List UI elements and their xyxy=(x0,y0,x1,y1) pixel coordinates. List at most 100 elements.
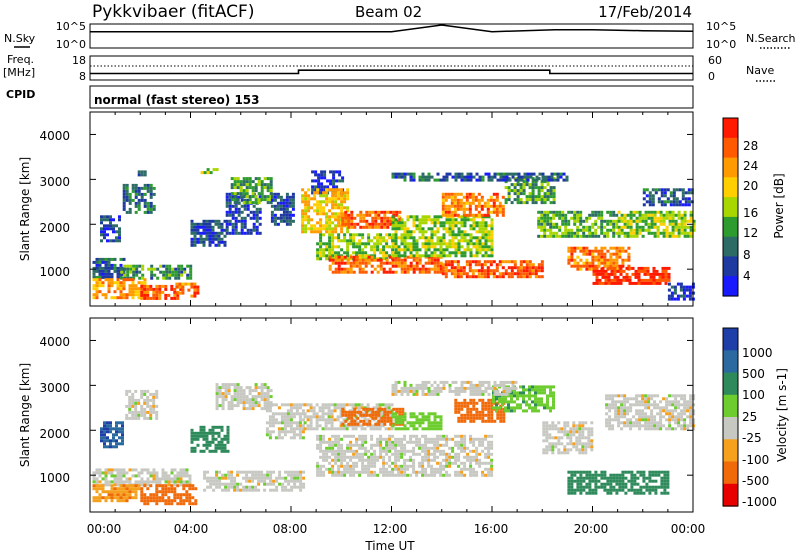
velocity-region-3 xyxy=(100,421,124,449)
power-region-9 xyxy=(225,192,262,235)
cpid-text: normal (fast stereo) 153 xyxy=(94,93,260,107)
power-cbar-swatch-4 xyxy=(723,197,738,218)
velocity-region-11 xyxy=(316,434,494,477)
power-cbar-label: Power [dB] xyxy=(772,173,786,238)
velocity-region-6 xyxy=(215,383,273,411)
nsearch-tick-top: 10^5 xyxy=(706,20,736,33)
velocity-colorbar-frame xyxy=(722,327,739,507)
velocity-cbar-tick-neg1000: -1000 xyxy=(742,495,777,509)
velocity-cbar-tick-25: 25 xyxy=(742,410,757,424)
power-panel: 4000 3000 2000 1000 Slant Range [km] xyxy=(18,111,696,307)
nsky-label: N.Sky xyxy=(4,32,36,45)
power-ytick-4000: 4000 xyxy=(39,129,70,143)
velocity-heatmap xyxy=(92,380,696,506)
velocity-cbar-tick-neg500: -500 xyxy=(742,474,769,488)
velocity-panel: 4000 3000 2000 1000 Slant Range [km] xyxy=(18,317,696,513)
power-cbar-tick-12: 12 xyxy=(743,226,758,240)
power-region-21 xyxy=(504,177,556,205)
power-cbar-swatch-8 xyxy=(723,276,738,297)
xtick-0400: 04:00 xyxy=(174,522,209,536)
power-cbar-swatch-6 xyxy=(723,236,738,258)
velocity-cbar-tick-1000: 1000 xyxy=(742,346,773,360)
velocity-region-16 xyxy=(567,470,670,495)
power-cbar-swatch-0 xyxy=(723,118,738,139)
nsky-tick-top: 10^5 xyxy=(56,20,86,33)
power-colorbar-scale xyxy=(723,118,738,297)
velocity-region-8 xyxy=(203,470,306,492)
velocity-ylabel: Slant Range [km] xyxy=(18,363,32,467)
freq-tick-top: 18 xyxy=(72,54,86,67)
velocity-region-2 xyxy=(140,484,198,506)
x-axis: 00:00 04:00 08:00 12:00 16:00 20:00 00:0… xyxy=(87,522,706,553)
velocity-region-14 xyxy=(492,385,555,413)
xtick-0000: 00:00 xyxy=(87,522,122,536)
velocity-region-5 xyxy=(190,425,230,453)
power-cbar-tick-24: 24 xyxy=(743,159,758,173)
freq-tick-bottom: 8 xyxy=(79,70,86,83)
velocity-region-12 xyxy=(391,412,443,431)
velocity-ytick-3000: 3000 xyxy=(39,381,70,395)
power-region-17 xyxy=(328,255,443,274)
power-region-7 xyxy=(137,170,147,177)
nsky-tick-bottom: 10^0 xyxy=(56,38,86,51)
velocity-cbar-swatch-4 xyxy=(723,417,738,440)
power-region-25 xyxy=(617,210,696,238)
power-region-6 xyxy=(122,183,156,214)
power-region-22 xyxy=(537,210,619,238)
velocity-colorbar: 1000 500 100 25 -25 -100 -500 -1000 Velo… xyxy=(722,327,789,509)
freq-panel: Freq. [MHz] 18 8 60 0 Nave xyxy=(3,53,776,83)
power-region-5 xyxy=(100,215,121,243)
power-region-1 xyxy=(120,264,193,280)
velocity-cbar-swatch-0 xyxy=(723,328,738,351)
velocity-region-7 xyxy=(265,403,305,440)
nave-tick-top: 60 xyxy=(708,54,722,67)
nave-label: Nave xyxy=(746,64,774,77)
power-ytick-1000: 1000 xyxy=(39,265,70,279)
power-region-19 xyxy=(441,192,505,217)
cpid-label: CPID xyxy=(6,88,35,101)
velocity-cbar-tick-500: 500 xyxy=(742,367,765,381)
nsky-frame xyxy=(89,23,694,49)
velocity-region-10 xyxy=(341,407,405,426)
xtick-2400: 00:00 xyxy=(671,522,706,536)
power-axis-ticks xyxy=(89,112,694,306)
nsearch-tick-bottom: 10^0 xyxy=(706,38,736,51)
velocity-cbar-tick-neg100: -100 xyxy=(742,453,769,467)
velocity-region-1 xyxy=(92,484,141,503)
xtick-1600: 16:00 xyxy=(474,522,509,536)
xtick-2000: 20:00 xyxy=(574,522,609,536)
velocity-cbar-swatch-6 xyxy=(723,461,738,485)
power-region-11 xyxy=(270,192,295,226)
power-colorbar-frame xyxy=(722,117,739,297)
freq-label: Freq. xyxy=(7,53,34,66)
power-cbar-swatch-3 xyxy=(723,177,738,198)
velocity-cbar-swatch-3 xyxy=(723,394,738,418)
plot-title: Pykkvibaer (fitACF) xyxy=(92,2,254,22)
velocity-axis-ticks xyxy=(89,318,694,512)
x-axis-label: Time UT xyxy=(364,539,415,553)
power-ytick-2000: 2000 xyxy=(39,221,70,235)
power-cbar-swatch-5 xyxy=(723,216,738,238)
velocity-region-18 xyxy=(391,380,518,396)
nsky-trace xyxy=(90,24,694,33)
velocity-region-4 xyxy=(125,389,159,420)
velocity-ytick-4000: 4000 xyxy=(39,335,70,349)
nsky-panel: N.Sky 10^5 10^0 10^5 10^0 N.Search xyxy=(4,20,796,51)
beam-label: Beam 02 xyxy=(355,3,422,21)
velocity-ytick-2000: 2000 xyxy=(39,427,70,441)
power-cbar-tick-20: 20 xyxy=(743,179,758,193)
freq-unit-label: [MHz] xyxy=(3,66,35,79)
power-region-12 xyxy=(200,168,219,175)
power-region-10 xyxy=(230,177,273,205)
freq-frame xyxy=(89,55,694,81)
power-region-20 xyxy=(441,260,544,279)
date-label: 17/Feb/2014 xyxy=(598,3,692,21)
velocity-cbar-tick-100: 100 xyxy=(742,388,765,402)
power-colorbar: 28 24 20 16 12 8 4 Power [dB] xyxy=(722,117,786,297)
power-region-15 xyxy=(341,210,402,229)
power-cbar-swatch-7 xyxy=(723,256,738,277)
velocity-cbar-swatch-1 xyxy=(723,350,738,374)
nsky-line xyxy=(90,24,694,33)
velocity-region-17 xyxy=(605,394,696,431)
